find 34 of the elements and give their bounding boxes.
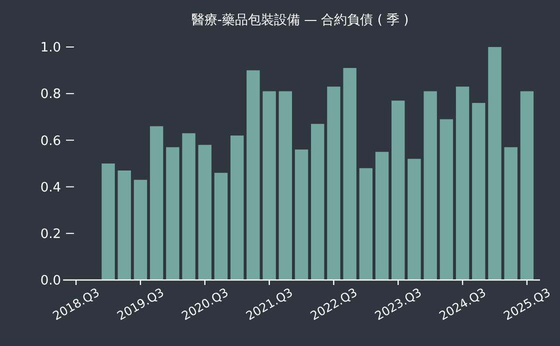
bar xyxy=(520,91,534,280)
y-tick-label: 0.2 xyxy=(40,226,61,242)
bar xyxy=(262,91,276,280)
y-tick-label: 0.4 xyxy=(40,180,61,196)
y-tick-label: 0.6 xyxy=(40,134,61,149)
bar xyxy=(375,152,389,280)
bar xyxy=(472,102,486,280)
bar xyxy=(278,91,292,280)
bar xyxy=(424,91,437,280)
bar xyxy=(504,147,518,280)
bar xyxy=(230,136,244,280)
bar xyxy=(440,119,454,280)
bar xyxy=(182,133,196,280)
bar xyxy=(488,47,502,280)
bar xyxy=(343,68,356,280)
y-tick-label: 1.0 xyxy=(40,40,61,56)
chart-title: 醫療-藥品包裝設備 — 合約負債 ( 季 ) xyxy=(191,13,409,28)
bar xyxy=(246,70,260,280)
bar xyxy=(327,86,340,280)
bar xyxy=(392,100,405,280)
bar xyxy=(198,144,212,280)
bar xyxy=(134,180,148,280)
bar xyxy=(294,150,308,280)
y-tick-label: 0.8 xyxy=(40,87,61,102)
bar xyxy=(214,172,228,280)
bar xyxy=(118,170,131,280)
bar xyxy=(359,168,373,280)
bar xyxy=(102,164,115,280)
bar xyxy=(456,86,470,280)
bar xyxy=(166,147,180,280)
bar xyxy=(408,158,421,280)
y-tick-label: 0.0 xyxy=(40,274,61,289)
bar xyxy=(311,124,324,280)
bar xyxy=(150,126,164,280)
